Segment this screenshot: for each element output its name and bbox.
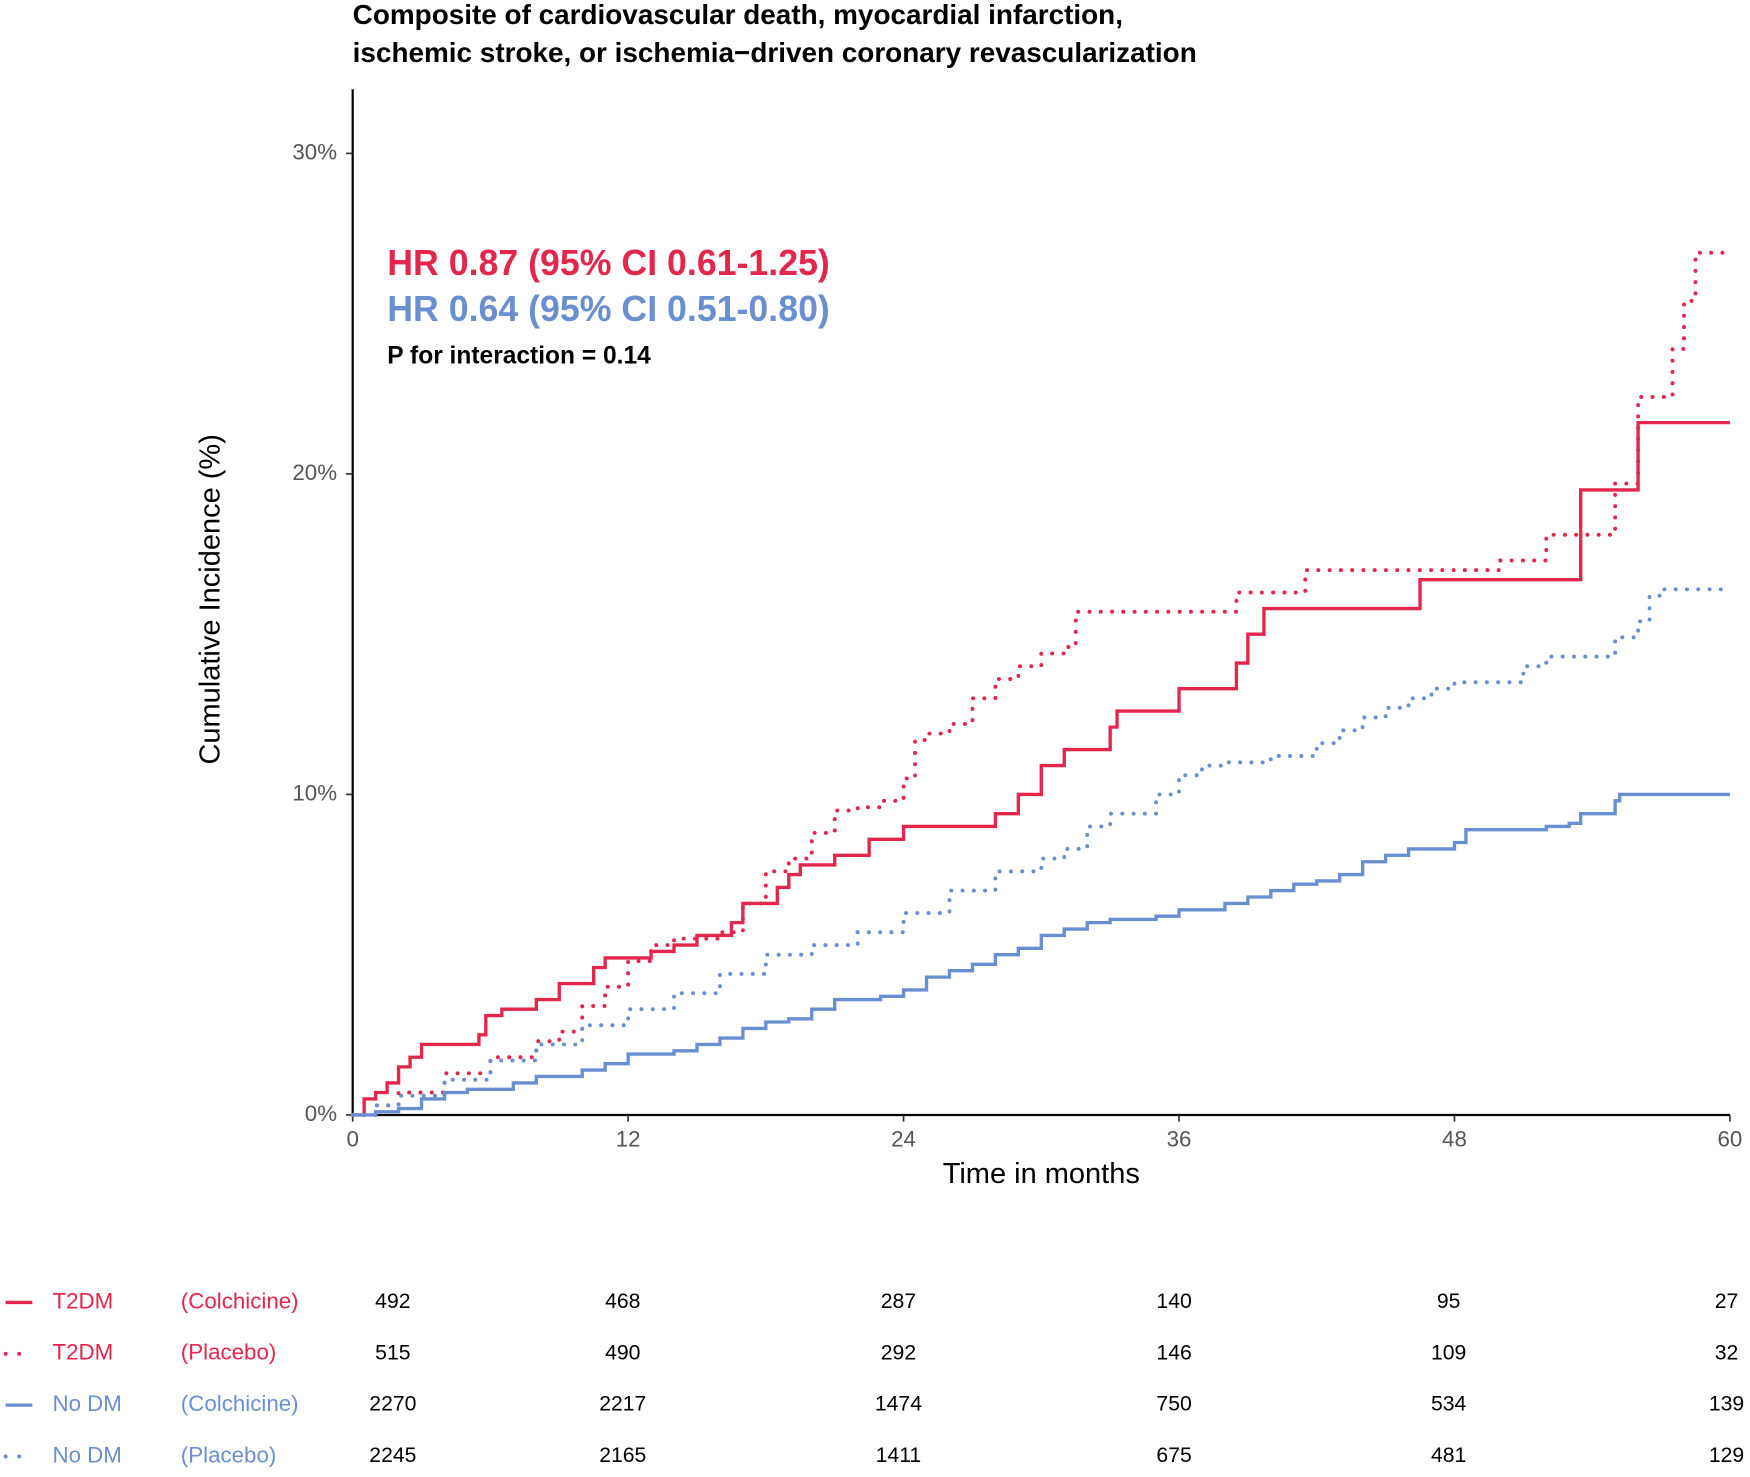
at-risk-count: 2165 [599,1444,646,1467]
at-risk-count: 129 [1709,1444,1744,1467]
at-risk-count: 292 [881,1341,916,1364]
at-risk-count: 95 [1437,1290,1461,1313]
at-risk-count: 2217 [599,1393,646,1416]
at-risk-count: 146 [1156,1341,1191,1364]
at-risk-count: 32 [1715,1341,1739,1364]
at-risk-count: 109 [1431,1341,1466,1364]
legend-arm: (Colchicine) [181,1391,299,1416]
annotation: P for interaction = 0.14 [387,343,651,370]
at-risk-count: 1474 [875,1393,922,1416]
km-curve [352,792,1730,1117]
at-risk-count: 481 [1431,1444,1466,1467]
at-risk-count: 490 [605,1341,640,1364]
y-axis-label: Cumulative Incidence (%) [195,434,227,764]
x-tick-label: 0 [346,1127,358,1152]
y-tick-label: 0% [305,1101,337,1126]
at-risk-count: 750 [1156,1393,1191,1416]
legend-group: No DM [52,1442,121,1467]
x-tick-label: 24 [891,1127,916,1152]
at-risk-count: 140 [1156,1290,1191,1313]
x-axis-label: Time in months [943,1158,1140,1190]
km-curve [352,420,1730,1117]
at-risk-count: 1411 [876,1444,922,1467]
legend-arm: (Colchicine) [181,1288,299,1313]
annotation: HR 0.87 (95% CI 0.61-1.25) [387,243,830,283]
chart-title: ischemic stroke, or ischemia−driven coro… [353,37,1197,68]
at-risk-count: 534 [1431,1393,1467,1416]
at-risk-count: 139 [1709,1393,1744,1416]
legend-arm: (Placebo) [181,1442,277,1467]
legend-group: T2DM [52,1288,113,1313]
at-risk-count: 27 [1715,1290,1739,1313]
y-tick-label: 30% [292,139,337,164]
annotation: HR 0.64 (95% CI 0.51-0.80) [387,289,830,329]
at-risk-count: 515 [375,1341,410,1364]
legend-group: No DM [52,1391,121,1416]
x-tick-label: 60 [1717,1127,1742,1152]
y-tick-label: 10% [292,780,337,805]
at-risk-count: 287 [881,1290,916,1313]
at-risk-count: 468 [605,1290,640,1313]
chart-title: Composite of cardiovascular death, myoca… [353,0,1123,30]
legend-group: T2DM [52,1340,113,1365]
x-tick-label: 12 [616,1127,641,1152]
km-curve [350,587,1732,1117]
x-tick-label: 36 [1167,1127,1192,1152]
x-tick-label: 48 [1442,1127,1467,1152]
at-risk-count: 675 [1156,1444,1191,1467]
at-risk-count: 2245 [369,1444,416,1467]
at-risk-count: 2270 [369,1393,416,1416]
y-tick-label: 20% [292,460,337,485]
at-risk-count: 492 [375,1290,410,1313]
legend-arm: (Placebo) [181,1340,277,1365]
